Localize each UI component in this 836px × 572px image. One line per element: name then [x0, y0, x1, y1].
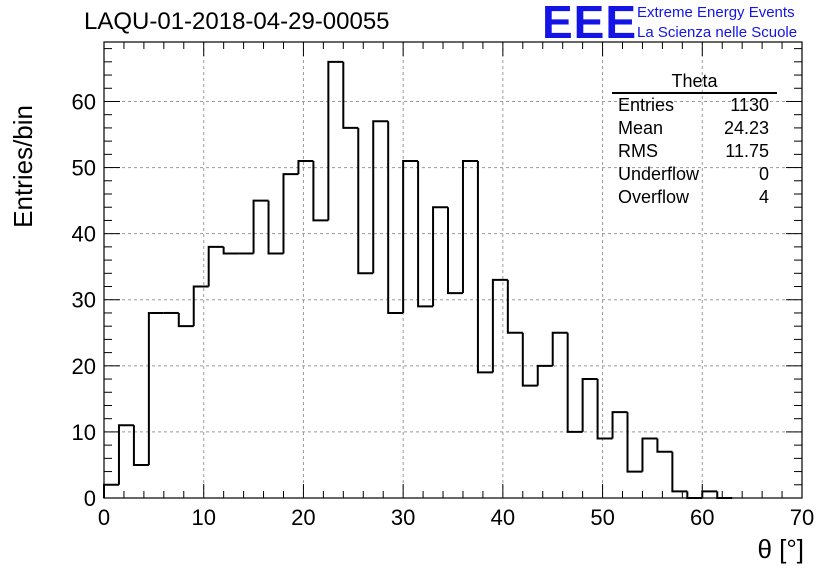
histogram-bin: [207, 245, 224, 287]
histogram-bin: [282, 173, 299, 254]
logo-line-2: La Scienza nelle Scuole: [637, 24, 798, 41]
histogram-bin: [566, 332, 583, 433]
histogram-bin: [656, 438, 673, 453]
histogram-bin: [551, 331, 568, 366]
y-tick-label: 30: [72, 288, 96, 313]
stats-row-mean: Mean 24.23: [612, 117, 777, 140]
histogram-bin: [432, 206, 449, 307]
x-tick-label: 20: [291, 505, 315, 530]
stats-row-entries: Entries 1130: [612, 94, 777, 117]
histogram-bin: [686, 491, 703, 499]
histogram-bin: [117, 424, 134, 485]
x-tick-label: 50: [590, 505, 614, 530]
histogram-bin: [671, 451, 688, 493]
histogram-bin: [387, 121, 404, 314]
histogram-bin: [312, 160, 329, 222]
histogram-bin: [252, 199, 269, 254]
histogram-bin: [327, 60, 344, 221]
x-tick-label: 40: [491, 505, 515, 530]
histogram-bin: [372, 120, 389, 274]
histogram-bin: [716, 491, 733, 499]
x-tick-label: 60: [690, 505, 714, 530]
histogram-bin: [641, 437, 658, 472]
y-tick-label: 60: [72, 89, 96, 114]
histogram-bin: [701, 490, 718, 498]
histogram-bin: [506, 279, 523, 334]
stats-value: 1130: [730, 95, 769, 115]
eee-logo-mark: EEE: [542, 0, 638, 48]
histogram-bin: [177, 312, 194, 328]
y-tick-label: 40: [72, 222, 96, 247]
stats-value: 4: [758, 187, 769, 207]
histogram-bin: [447, 207, 463, 295]
stats-box: Theta Entries 1130 Mean 24.23 RMS 11.75 …: [612, 70, 777, 209]
histogram-bin: [491, 278, 508, 373]
stats-row-rms: RMS 11.75: [612, 140, 777, 163]
histogram-bin: [521, 332, 538, 387]
histogram-bin: [611, 411, 628, 439]
histogram-bin: [342, 61, 359, 129]
histogram-bin: [536, 364, 553, 386]
histogram-bin: [147, 311, 164, 465]
histogram-bin: [357, 127, 374, 275]
x-tick-label: 0: [98, 505, 110, 530]
histogram-bin: [476, 160, 493, 374]
histogram-bin: [103, 483, 119, 498]
stats-value: 11.75: [725, 141, 769, 161]
y-tick-label: 20: [72, 354, 96, 379]
histogram-bin: [581, 378, 598, 432]
histogram-bin: [461, 159, 478, 294]
chart-title: LAQU-01-2018-04-29-00055: [84, 8, 390, 35]
stats-label: Mean: [618, 118, 664, 138]
stats-label: Overflow: [618, 187, 690, 207]
histogram-bin: [297, 159, 314, 175]
histogram-bin: [596, 379, 613, 440]
y-tick-label: 10: [72, 420, 96, 445]
logo-line-1: Extreme Energy Events: [637, 4, 795, 21]
stats-label: Entries: [618, 95, 675, 115]
x-tick-label: 30: [391, 505, 415, 530]
stats-row-overflow: Overflow 4: [612, 186, 777, 209]
stats-label: Underflow: [618, 164, 700, 184]
histogram-bin: [267, 200, 284, 255]
y-axis-label: Entries/bin: [8, 105, 38, 228]
histogram-bin: [132, 425, 149, 466]
eee-logo: EEE Extreme Energy Events La Scienza nel…: [542, 0, 832, 48]
histogram-bin: [222, 246, 239, 255]
stats-value: 24.23: [723, 118, 769, 138]
y-tick-label: 0: [84, 486, 96, 511]
x-axis-label: θ [°]: [757, 534, 804, 564]
histogram-bin: [626, 412, 643, 473]
stats-row-underflow: Underflow 0: [612, 163, 777, 186]
x-tick-label: 70: [790, 505, 814, 530]
stats-label: RMS: [618, 141, 658, 161]
histogram-bin: [402, 159, 419, 313]
y-tick-label: 50: [72, 156, 96, 181]
histogram-bin: [192, 285, 209, 327]
histogram-bin: [417, 160, 434, 308]
stats-title: Theta: [612, 70, 777, 94]
plot-frame: [103, 41, 803, 499]
stats-value: 0: [758, 164, 769, 184]
x-tick-label: 10: [191, 505, 215, 530]
